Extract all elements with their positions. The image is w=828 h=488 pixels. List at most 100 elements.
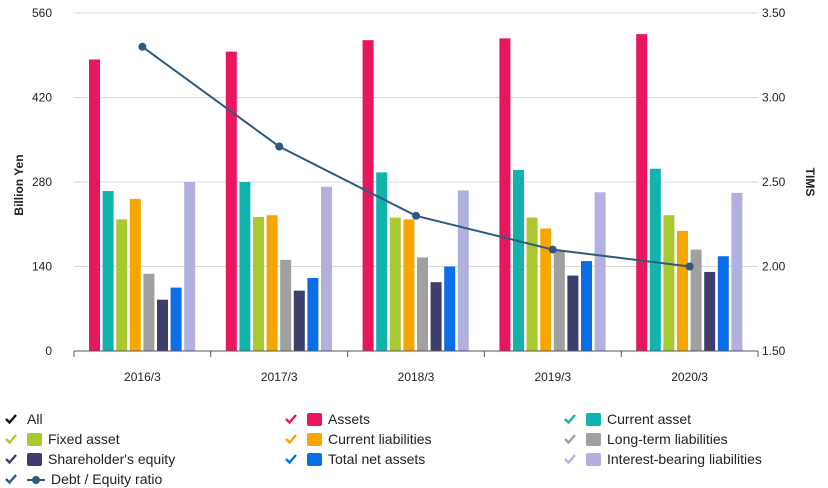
y-tick-label: 0 xyxy=(45,344,52,358)
legend-item-current-asset[interactable]: Current asset xyxy=(564,410,691,428)
legend: All Fixed asset Shareholder's equity Deb… xyxy=(0,408,828,488)
bar[interactable] xyxy=(143,273,155,351)
bar[interactable] xyxy=(239,182,251,351)
bar[interactable] xyxy=(513,169,524,351)
y-axis-title: Billion Yen xyxy=(12,154,26,215)
checkmark-icon xyxy=(5,434,17,445)
bar[interactable] xyxy=(594,192,606,351)
bar[interactable] xyxy=(116,219,128,351)
bar[interactable] xyxy=(553,250,565,351)
bar[interactable] xyxy=(417,257,428,351)
legend-item-current-liabilities[interactable]: Current liabilities xyxy=(285,430,431,448)
legend-swatch-long-term-liabilities xyxy=(586,432,601,446)
y2-tick-label: 1.50 xyxy=(762,344,786,358)
y2-tick-label: 2.00 xyxy=(762,260,786,274)
legend-label-total-net-assets: Total net assets xyxy=(328,451,426,467)
bar[interactable] xyxy=(717,256,729,351)
bar[interactable] xyxy=(677,230,688,351)
bar[interactable] xyxy=(157,299,168,351)
bar[interactable] xyxy=(636,34,648,351)
checkmark-icon xyxy=(285,454,297,465)
y-tick-label: 140 xyxy=(32,260,52,274)
y-tick-label: 280 xyxy=(32,175,52,189)
y2-tick-label: 3.50 xyxy=(762,6,786,20)
bar[interactable] xyxy=(403,219,415,351)
legend-label-all: All xyxy=(27,411,43,427)
bar[interactable] xyxy=(663,215,675,351)
checkmark-icon xyxy=(5,414,17,425)
bar[interactable] xyxy=(362,40,374,352)
bar[interactable] xyxy=(184,182,196,351)
legend-swatch-interest-bearing-liabilities xyxy=(586,452,601,466)
bar[interactable] xyxy=(704,271,716,351)
line-point[interactable] xyxy=(275,142,284,151)
bar[interactable] xyxy=(731,192,743,351)
bar[interactable] xyxy=(389,217,401,351)
y2-tick-label: 2.50 xyxy=(762,175,786,189)
bar[interactable] xyxy=(280,259,292,351)
legend-swatch-debt-equity-ratio xyxy=(27,473,45,486)
legend-label-fixed-asset: Fixed asset xyxy=(48,431,120,447)
bar[interactable] xyxy=(253,217,264,351)
bar[interactable] xyxy=(499,38,511,351)
y-tick-label: 560 xyxy=(32,6,52,20)
legend-swatch-current-liabilities xyxy=(307,432,322,446)
x-tick-label: 2020/3 xyxy=(671,370,708,384)
y-tick-label: 420 xyxy=(32,91,52,105)
bar-series xyxy=(89,34,743,352)
line-point[interactable] xyxy=(548,245,557,254)
legend-label-current-liabilities: Current liabilities xyxy=(328,431,432,447)
checkmark-icon xyxy=(285,414,297,425)
bar[interactable] xyxy=(690,249,702,351)
line-point[interactable] xyxy=(412,211,420,220)
checkmark-icon xyxy=(564,414,576,425)
x-tick-label: 2019/3 xyxy=(534,370,571,384)
legend-item-assets[interactable]: Assets xyxy=(285,410,370,428)
y2-axis-title: TIMS xyxy=(803,168,817,197)
bar[interactable] xyxy=(444,266,456,352)
checkmark-icon xyxy=(5,474,17,485)
x-tick-label: 2016/3 xyxy=(124,370,161,384)
bar[interactable] xyxy=(266,215,278,351)
bar[interactable] xyxy=(129,198,141,351)
line-point[interactable] xyxy=(685,262,694,271)
checkmark-icon xyxy=(285,434,297,445)
legend-swatch-current-asset xyxy=(586,412,601,426)
legend-item-shareholders-equity[interactable]: Shareholder's equity xyxy=(5,450,175,468)
bar[interactable] xyxy=(649,168,661,351)
bar[interactable] xyxy=(540,228,552,351)
bar[interactable] xyxy=(567,275,579,351)
legend-swatch-total-net-assets xyxy=(307,452,322,466)
bar[interactable] xyxy=(457,190,469,351)
bar[interactable] xyxy=(321,186,332,351)
checkmark-icon xyxy=(564,454,576,465)
legend-label-interest-bearing-liabilities: Interest-bearing liabilities xyxy=(607,451,762,467)
combo-chart: 0 1.50 140 2.00 280 2.50 420 3.00 560 3.50 2016/3 2… xyxy=(12,6,817,384)
legend-label-current-asset: Current asset xyxy=(607,411,692,427)
legend-label-debt-equity-ratio: Debt / Equity ratio xyxy=(51,471,163,487)
legend-label-shareholders-equity: Shareholder's equity xyxy=(48,451,176,467)
legend-item-all[interactable]: All xyxy=(5,410,43,428)
legend-item-fixed-asset[interactable]: Fixed asset xyxy=(5,430,120,448)
bar[interactable] xyxy=(170,287,182,351)
x-tick-label: 2018/3 xyxy=(398,370,435,384)
legend-item-total-net-assets[interactable]: Total net assets xyxy=(285,450,425,468)
bar[interactable] xyxy=(526,217,538,351)
x-tick-label: 2017/3 xyxy=(261,370,298,384)
checkmark-icon xyxy=(564,434,576,445)
bar[interactable] xyxy=(307,277,319,351)
legend-swatch-fixed-asset xyxy=(27,432,42,446)
line-point[interactable] xyxy=(138,42,147,51)
legend-item-long-term-liabilities[interactable]: Long-term liabilities xyxy=(564,430,728,448)
checkmark-icon xyxy=(5,454,17,465)
bar[interactable] xyxy=(430,282,442,351)
bar[interactable] xyxy=(102,191,114,351)
bar[interactable] xyxy=(225,51,237,351)
legend-item-interest-bearing-liabilities[interactable]: Interest-bearing liabilities xyxy=(564,450,762,468)
bar[interactable] xyxy=(581,261,592,351)
legend-item-debt-equity-ratio[interactable]: Debt / Equity ratio xyxy=(5,470,162,488)
bar[interactable] xyxy=(89,59,100,351)
bar[interactable] xyxy=(376,172,388,351)
bar[interactable] xyxy=(293,290,305,351)
legend-swatch-assets xyxy=(307,412,322,426)
